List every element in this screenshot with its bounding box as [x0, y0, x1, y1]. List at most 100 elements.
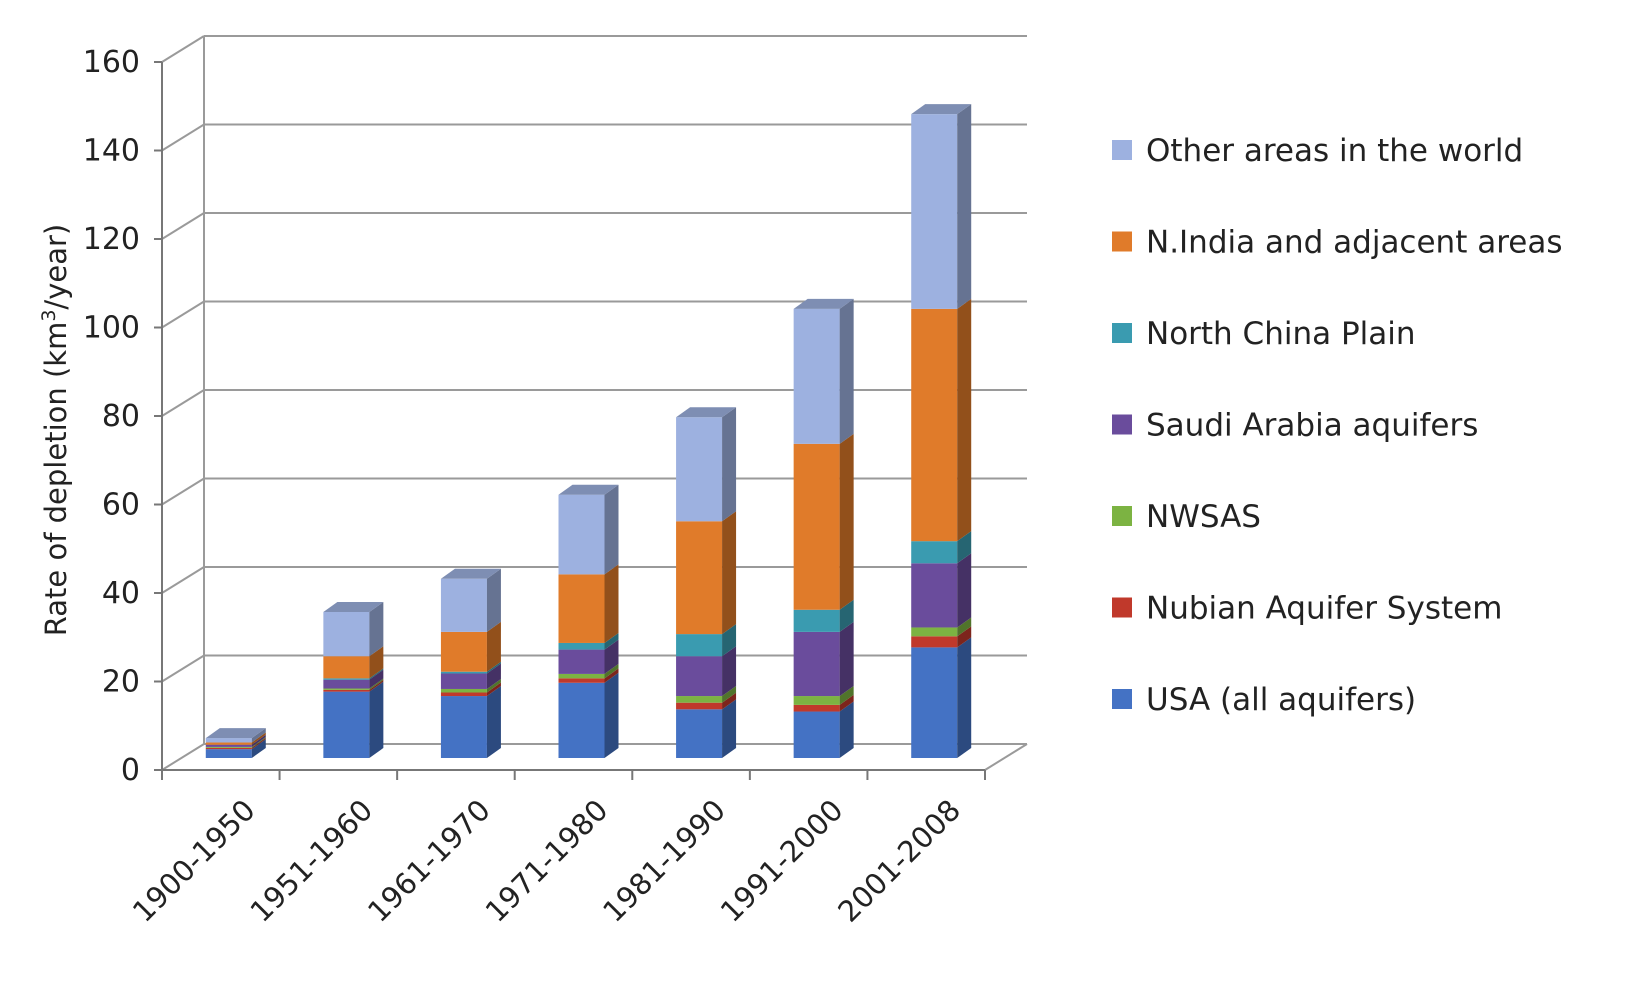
legend-label: Nubian Aquifer System — [1146, 591, 1502, 627]
x-category-label: 1900-1950 — [126, 793, 262, 929]
bar-front — [793, 609, 840, 632]
x-category-label: 1981-1990 — [596, 793, 732, 929]
gridline-diagonal — [161, 123, 205, 152]
bar-front — [793, 711, 840, 758]
bar-front — [911, 563, 958, 628]
bar-front — [911, 541, 958, 564]
bar-front — [676, 702, 723, 710]
legend-swatch — [1112, 323, 1132, 343]
bar-side — [251, 734, 266, 747]
bar-side — [839, 694, 854, 712]
bar-stack — [440, 568, 501, 758]
bar-segment — [440, 661, 501, 674]
bar-side — [604, 632, 619, 650]
bar-front — [558, 678, 605, 683]
bar-top — [440, 568, 501, 579]
bar-side — [604, 663, 619, 679]
bar-side — [369, 601, 384, 657]
bar-segment — [676, 686, 737, 703]
x-category-label: 1971-1980 — [479, 793, 615, 929]
bar-front — [676, 709, 723, 758]
bar-front — [558, 642, 605, 650]
bar-front — [440, 673, 487, 689]
bar-side — [839, 686, 854, 705]
y-tick-label: 100 — [83, 311, 140, 346]
x-category-labels: 1900-19501951-19601961-19701971-19801981… — [126, 793, 967, 929]
bar-segment — [793, 621, 854, 697]
y-tick-label: 60 — [102, 488, 140, 523]
bar-side — [486, 663, 501, 689]
bar-front — [676, 656, 723, 697]
bar-top — [676, 407, 737, 418]
bar-stack — [558, 484, 619, 758]
bar-segment — [676, 646, 737, 697]
bar-front — [323, 691, 370, 758]
bar-side — [839, 298, 854, 444]
bar-front — [676, 634, 723, 657]
legend-swatch — [1112, 689, 1132, 709]
bar-segment — [323, 679, 384, 692]
bar-front — [323, 678, 370, 680]
legend-label: NWSAS — [1146, 499, 1261, 535]
gridline-diagonal — [161, 300, 205, 329]
bar-segment — [205, 737, 266, 750]
legend-label: North China Plain — [1146, 316, 1416, 352]
bar-front — [676, 521, 723, 635]
bar-segment — [911, 298, 972, 542]
bar-side — [957, 298, 972, 542]
x-category-label: 2001-2008 — [831, 793, 967, 929]
bar-side — [369, 681, 384, 758]
bar-segment — [205, 728, 266, 743]
y-tick-labels: 0 20 40 60 80 100 120 140 160 — [83, 45, 140, 788]
bar-segment — [676, 692, 737, 710]
bar-segment — [558, 639, 619, 674]
bar-front — [558, 494, 605, 575]
bar-segment — [323, 668, 384, 680]
bar-segment — [911, 637, 972, 758]
bar-segment — [793, 686, 854, 705]
legend-item: Nubian Aquifer System — [1112, 591, 1502, 627]
bar-segment — [558, 564, 619, 643]
gridline-diagonal — [161, 566, 205, 594]
bar-front — [911, 627, 958, 637]
bar-front — [911, 636, 958, 648]
bar-side — [486, 661, 501, 674]
bar-side — [957, 637, 972, 758]
y-axis-title-end: /year) — [39, 224, 73, 310]
y-tick-label: 140 — [83, 134, 140, 169]
bar-front — [205, 744, 252, 747]
bar-side — [722, 624, 737, 657]
bar-top — [911, 104, 972, 115]
bar-segment — [911, 553, 972, 628]
bar-side — [839, 701, 854, 758]
bar-front — [323, 689, 370, 692]
bar-side — [369, 678, 384, 690]
bar-segment — [793, 433, 854, 610]
bar-side — [486, 682, 501, 697]
bar-front — [911, 647, 958, 758]
bar-side — [369, 668, 384, 680]
bar-side — [369, 646, 384, 679]
bar-front — [440, 671, 487, 674]
bar-segment — [558, 632, 619, 650]
bar-side — [839, 621, 854, 697]
bar-segment — [911, 531, 972, 564]
bar-side — [486, 686, 501, 758]
gridline-diagonal — [161, 35, 205, 63]
bar-segment — [205, 736, 266, 748]
bar-side — [957, 104, 972, 309]
bar-segment — [793, 701, 854, 758]
bar-front — [676, 417, 723, 522]
bar-segment — [558, 668, 619, 683]
y-axis-title-main: Rate of depletion (km — [39, 322, 73, 637]
bar-segment — [911, 626, 972, 648]
bar-front — [911, 308, 958, 542]
bar-front — [440, 631, 487, 672]
legend-swatch — [1112, 231, 1132, 252]
bar-stack — [323, 601, 384, 758]
bar-segment — [793, 599, 854, 632]
bar-segment — [440, 678, 501, 693]
gridline-diagonal — [161, 743, 205, 771]
bar-front — [793, 631, 840, 697]
